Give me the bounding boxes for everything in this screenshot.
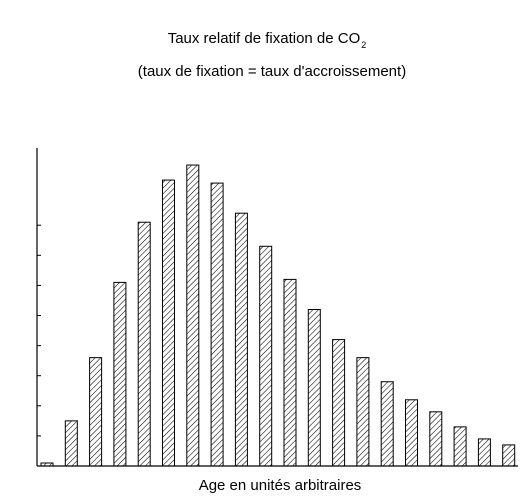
bar-6 — [162, 179, 175, 467]
chart-title-subscript: 2 — [361, 40, 367, 50]
bar-10 — [259, 245, 273, 467]
bars-group — [40, 164, 516, 467]
bar-18 — [453, 426, 467, 467]
bar-14 — [356, 357, 370, 467]
bar-17 — [429, 411, 443, 467]
bar-15 — [380, 381, 394, 467]
bar-7 — [186, 164, 200, 467]
bar-16 — [405, 399, 418, 467]
chart-subtitle: (taux de fixation = taux d'accroissement… — [137, 63, 407, 80]
bar-12 — [307, 308, 321, 467]
bar-3 — [89, 357, 103, 467]
bar-20 — [502, 444, 516, 467]
chart-title-text: Taux relatif de fixation de CO — [167, 30, 361, 47]
bar-4 — [113, 281, 127, 467]
bar-13 — [332, 339, 346, 467]
bar-5 — [137, 221, 151, 467]
chart-title: Taux relatif de fixation de CO2 — [2, 30, 530, 50]
bar-2 — [64, 420, 78, 467]
bar-11 — [283, 278, 297, 467]
bar-19 — [477, 438, 491, 467]
x-axis-label: Age en unités arbitraires — [198, 477, 362, 494]
axes-group — [36, 148, 518, 467]
bar-9 — [234, 212, 248, 467]
bar-8 — [210, 182, 224, 467]
